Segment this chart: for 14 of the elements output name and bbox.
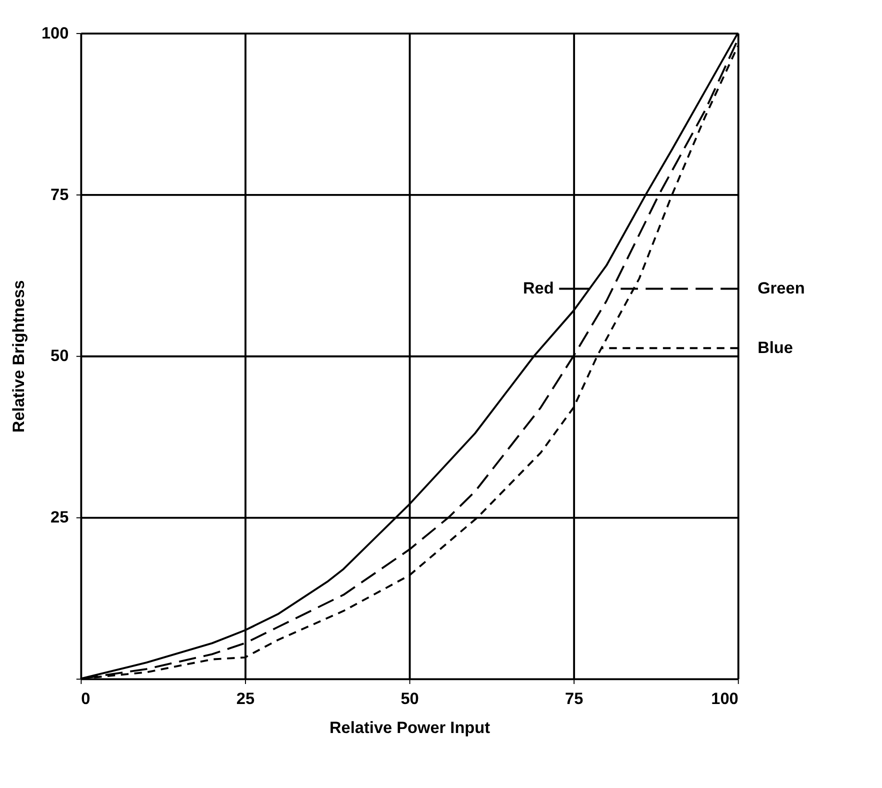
annotation: Green xyxy=(758,280,805,298)
annotation: Red xyxy=(523,280,554,298)
x-tick-label: 0 xyxy=(81,690,90,708)
y-tick-label: 100 xyxy=(41,24,69,42)
x-tick-label: 100 xyxy=(711,690,738,708)
annotation: Blue xyxy=(758,338,793,357)
x-axis-title: Relative Power Input xyxy=(329,718,491,737)
x-tick-label: 25 xyxy=(236,690,255,708)
x-tick-label: 75 xyxy=(564,690,584,708)
y-tick-label: 25 xyxy=(50,508,69,527)
y-axis-title: Relative Brightness xyxy=(10,280,28,433)
x-tick-label: 50 xyxy=(400,690,419,708)
y-tick-label: 75 xyxy=(50,186,69,204)
y-tick-label: 50 xyxy=(50,347,69,366)
